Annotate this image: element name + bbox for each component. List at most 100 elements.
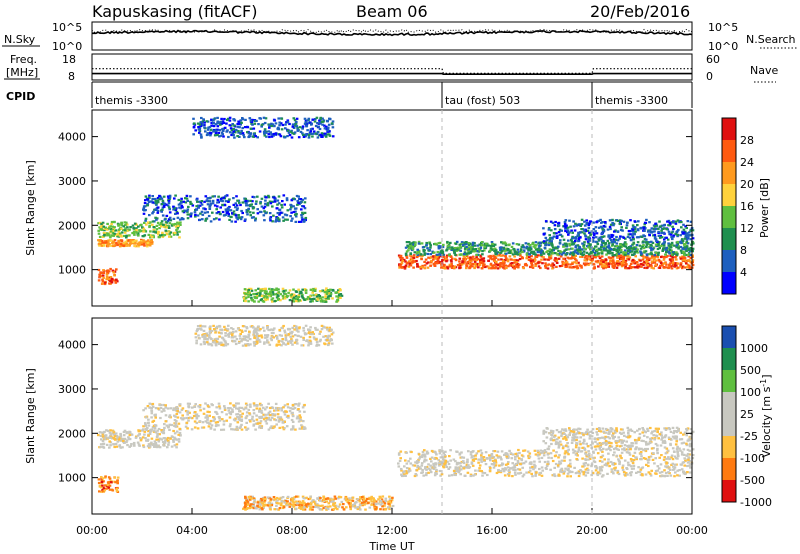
scatter-cell [97,279,101,282]
scatter-cell [503,267,506,270]
scatter-cell [558,250,562,253]
scatter-cell [303,201,307,204]
scatter-cell [280,418,284,421]
scatter-cell [285,214,289,217]
scatter-cell [576,450,579,453]
scatter-cell [156,445,159,448]
scatter-cell [240,418,244,421]
scatter-cell [167,218,171,221]
scatter-cell [162,408,165,411]
scatter-cell [275,296,279,299]
scatter-cell [411,241,415,244]
scatter-cell [691,247,695,250]
scatter-cell [108,226,111,230]
scatter-cell [574,258,577,261]
scatter-cell [105,429,108,432]
scatter-cell [489,254,492,258]
scatter-cell [263,408,267,411]
scatter-cell [280,409,283,412]
scatter-cell [175,412,179,416]
scatter-cell [100,239,104,243]
scatter-cell [635,261,639,264]
scatter-cell [103,233,106,236]
scatter-cell [412,266,415,269]
scatter-cell [469,248,472,251]
scatter-cell [452,249,456,252]
scatter-cell [207,343,210,346]
scatter-cell [315,338,318,341]
scatter-cell [101,241,105,244]
scatter-cell [547,252,550,255]
scatter-cell [515,452,519,455]
scatter-cell [225,194,229,197]
scatter-cell [148,224,151,227]
scatter-cell [424,258,428,261]
scatter-cell [248,419,251,422]
scatter-cell [450,262,453,265]
scatter-cell [102,490,105,493]
scatter-cell [200,426,204,429]
scatter-cell [264,298,267,302]
scatter-cell [300,214,303,217]
scatter-cell [565,244,568,247]
scatter-cell [128,243,131,247]
scatter-cell [222,127,225,130]
scatter-cell [241,126,244,130]
scatter-cell [107,436,110,439]
scatter-cell [586,240,590,243]
scatter-cell [125,236,128,239]
scatter-cell [155,218,158,221]
scatter-cell [459,468,463,471]
scatter-cell [611,234,615,237]
scatter-cell [227,335,231,338]
scatter-cell [579,255,582,258]
scatter-cell [156,209,160,212]
scatter-cell [547,243,551,247]
scatter-cell [182,200,185,203]
scatter-cell [612,224,615,227]
scatter-cell [109,230,113,233]
scatter-cell [249,127,253,130]
scatter-cell [676,240,680,244]
scatter-cell [426,261,430,264]
scatter-cell [201,333,204,337]
scatter-cell [102,231,106,234]
scatter-cell [517,251,520,254]
scatter-cell [584,468,588,471]
scatter-cell [190,428,194,431]
scatter-cell [217,331,221,334]
scatter-cell [159,406,163,409]
scatter-cell [662,258,666,261]
scatter-cell [620,257,623,260]
freq-tick-top: 18 [62,53,76,66]
scatter-cell [467,242,471,245]
scatter-cell [299,416,302,419]
scatter-cell [161,199,165,202]
scatter-cell [252,409,256,412]
scatter-cell [101,282,104,285]
scatter-cell [410,242,413,245]
scatter-cell [650,266,654,269]
scatter-cell [610,262,614,265]
scatter-cell [185,416,189,420]
scatter-cell [178,427,182,430]
scatter-cell [668,248,672,251]
scatter-cell [471,243,475,246]
scatter-cell [569,251,573,254]
scatter-cell [209,419,213,423]
scatter-cell [172,408,175,412]
scatter-cell [289,340,292,343]
scatter-cell [234,202,238,205]
scatter-cell [645,253,649,256]
scatter-cell [127,436,130,439]
scatter-cell [266,339,269,342]
scatter-cell [175,210,179,213]
scatter-cell [195,413,199,416]
scatter-cell [147,424,151,427]
scatter-cell [650,240,653,243]
scatter-cell [198,128,201,131]
scatter-cell [152,228,156,232]
scatter-cell [682,251,685,254]
scatter-cell [304,197,307,200]
scatter-cell [146,202,150,206]
